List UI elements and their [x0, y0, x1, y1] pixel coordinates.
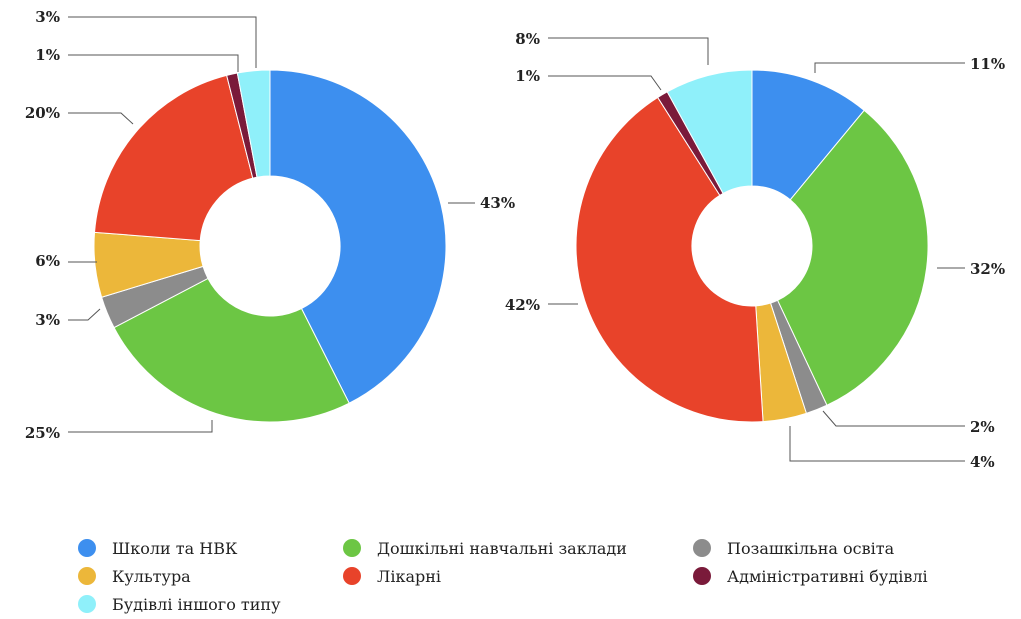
legend-item-preschools: Дошкільні навчальні заклади	[343, 535, 627, 561]
data-label: 42%	[505, 296, 540, 314]
leader-line	[789, 426, 965, 462]
slice-1	[269, 69, 447, 404]
data-label: 43%	[480, 194, 515, 212]
leader-line	[814, 62, 965, 73]
data-label: 20%	[25, 104, 60, 122]
legend-label: Дошкільні навчальні заклади	[377, 538, 627, 558]
data-label: 1%	[35, 46, 60, 64]
leader-line	[68, 16, 257, 68]
legend-item-admin-buildings: Адміністративні будівлі	[693, 563, 928, 589]
legend-swatch	[343, 539, 361, 557]
legend-item-other-buildings: Будівлі іншого типу	[78, 591, 281, 617]
leader-line	[68, 54, 239, 72]
leader-line	[822, 410, 965, 427]
slice-2	[113, 277, 350, 423]
legend-swatch	[78, 595, 96, 613]
donut-chart-2: 11% 32% 2% 4% 42% 1% 8%	[505, 30, 1005, 471]
data-label: 6%	[35, 252, 60, 270]
data-label: 1%	[515, 67, 540, 85]
legend-label: Будівлі іншого типу	[112, 594, 281, 614]
data-label: 4%	[970, 453, 995, 471]
slice-5	[575, 96, 764, 423]
legend-item-hospitals: Лікарні	[343, 563, 441, 589]
legend-label: Лікарні	[377, 566, 442, 586]
leader-line	[68, 112, 134, 125]
slice-7	[666, 69, 753, 195]
data-label: 3%	[35, 311, 60, 329]
legend-swatch	[343, 567, 361, 585]
legend: Школи та НВК Дошкільні навчальні заклади…	[78, 535, 978, 615]
slice-5	[93, 74, 254, 242]
data-label: 32%	[970, 260, 1005, 278]
data-label: 25%	[25, 424, 60, 442]
legend-label: Адміністративні будівлі	[727, 566, 928, 586]
slice-1	[751, 69, 865, 201]
legend-swatch	[78, 539, 96, 557]
legend-swatch	[693, 539, 711, 557]
data-label: 2%	[970, 418, 995, 436]
data-label: 11%	[970, 55, 1005, 73]
legend-label: Школи та НВК	[112, 538, 238, 558]
leader-line	[548, 75, 662, 91]
legend-item-culture: Культура	[78, 563, 191, 589]
legend-label: Культура	[112, 566, 191, 586]
leader-line	[68, 420, 213, 433]
data-label: 8%	[515, 30, 540, 48]
leader-line	[548, 37, 709, 65]
slice-2	[776, 109, 929, 406]
donut-chart-1: 43% 25% 3% 6% 20% 1% 3%	[25, 8, 515, 442]
legend-label: Позашкільна освіта	[727, 538, 895, 558]
legend-item-extracurricular: Позашкільна освіта	[693, 535, 894, 561]
legend-swatch	[693, 567, 711, 585]
legend-swatch	[78, 567, 96, 585]
legend-item-schools: Школи та НВК	[78, 535, 237, 561]
slice-7	[236, 69, 271, 178]
data-label: 3%	[35, 8, 60, 26]
leader-line	[68, 308, 101, 321]
